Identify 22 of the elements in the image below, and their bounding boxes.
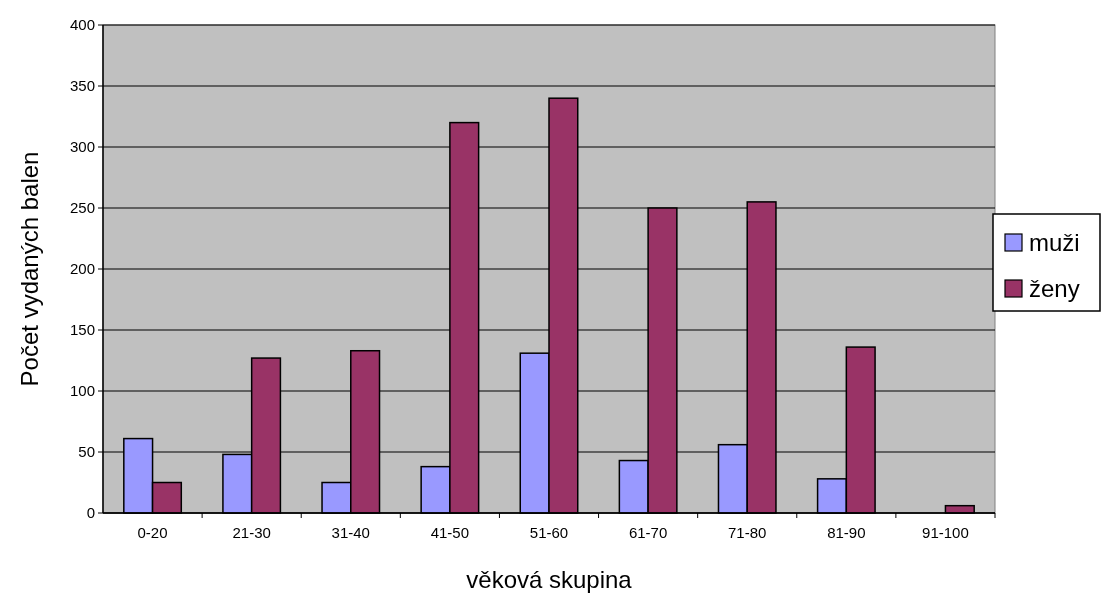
y-tick-label: 250: [69, 199, 95, 217]
y-tick-label: 300: [69, 138, 95, 156]
y-tick-label: 50: [78, 443, 95, 461]
x-tick-label: 51-60: [529, 524, 569, 541]
legend-label: muži: [1029, 229, 1080, 257]
y-tick-label: 400: [69, 16, 95, 34]
x-tick-label: 91-100: [922, 524, 969, 541]
x-tick-label: 61-70: [628, 524, 668, 541]
y-tick-label: 100: [69, 382, 95, 400]
x-tick-label: 71-80: [728, 524, 767, 541]
legend-label: ženy: [1029, 275, 1080, 303]
y-tick-label: 150: [69, 321, 95, 339]
x-tick-label: 21-30: [232, 524, 271, 541]
x-tick-label: 0-20: [137, 524, 168, 541]
y-tick-label: 350: [69, 77, 95, 95]
x-tick-label: 41-50: [430, 524, 470, 541]
y-tick-label: 200: [69, 260, 95, 278]
y-axis-title: Počet vydaných balen: [16, 151, 43, 387]
x-tick-label: 81-90: [827, 524, 866, 541]
x-tick-label: 31-40: [331, 524, 370, 541]
x-axis-title: věková skupina: [466, 566, 633, 593]
y-tick-label: 0: [86, 504, 95, 522]
